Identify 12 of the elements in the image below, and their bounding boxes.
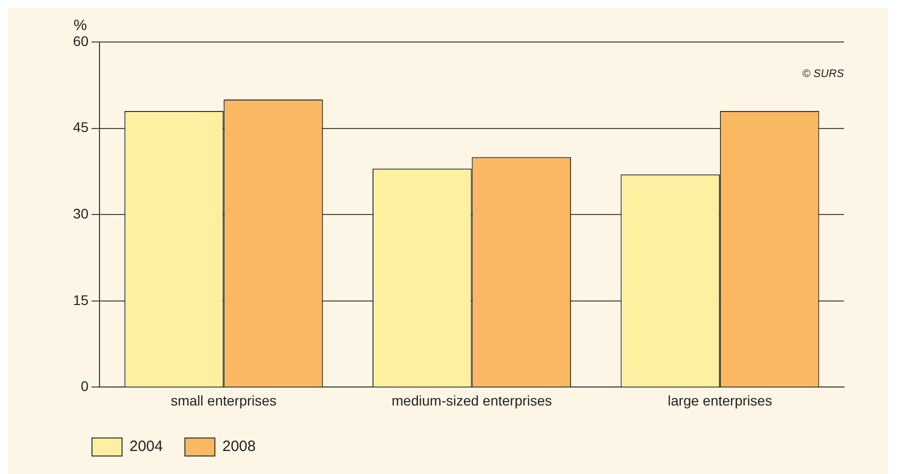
- legend-label: 2004: [130, 438, 163, 456]
- y-tick-label: 15: [72, 292, 89, 308]
- y-tick-label: 30: [72, 205, 89, 222]
- x-tick-label: medium-sized enterprises: [392, 392, 552, 408]
- y-axis-title: %: [74, 17, 87, 34]
- x-tick-label: small enterprises: [170, 392, 277, 408]
- annotation: © SURS: [802, 68, 845, 80]
- y-tick-label: 60: [72, 32, 89, 49]
- legend-label: 2008: [222, 438, 256, 456]
- x-tick-label: large enterprises: [668, 392, 772, 408]
- y-tick-label: 45: [72, 119, 89, 136]
- y-tick-label: 0: [80, 378, 89, 394]
